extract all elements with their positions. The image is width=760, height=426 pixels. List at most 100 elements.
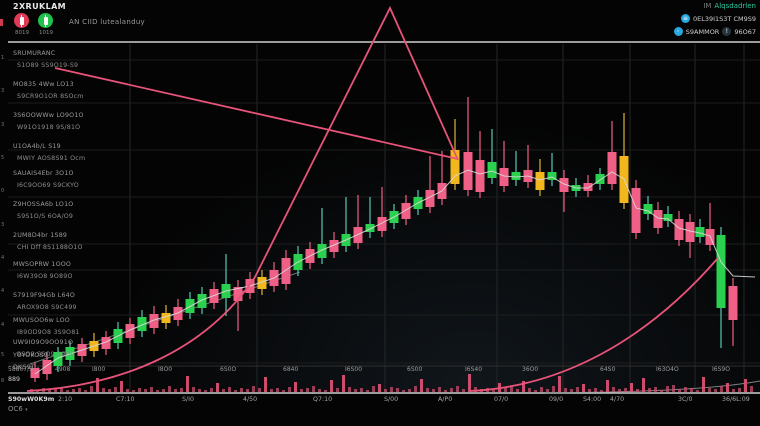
legend-row-2[interactable]: ◦ S9AMMOR ! 96O67 xyxy=(673,27,756,36)
candle-body xyxy=(197,294,207,308)
volume-bar xyxy=(582,384,585,392)
right-parabolic-curve xyxy=(469,257,719,392)
buy-indicator-button[interactable] xyxy=(38,13,53,28)
candle-body xyxy=(487,162,497,178)
volume-bar xyxy=(354,389,357,392)
candle-body xyxy=(137,317,147,331)
volume-bar xyxy=(234,390,237,392)
volume-bar xyxy=(426,388,429,392)
volume-bar xyxy=(636,389,639,392)
volume-bar xyxy=(510,386,513,392)
volume-bar xyxy=(192,387,195,392)
volume-bar xyxy=(318,389,321,392)
candle-body xyxy=(607,152,617,184)
volume-bar xyxy=(102,388,105,392)
timeframe-label: Alqsdadrlen xyxy=(714,2,756,10)
candle-body xyxy=(281,258,291,284)
candle-body xyxy=(674,219,684,240)
timeframe-selector[interactable]: IM Alqsdadrlen xyxy=(703,2,756,10)
candle-body xyxy=(125,324,135,338)
volume-bar xyxy=(414,386,417,392)
volume-bar xyxy=(624,388,627,392)
volume-bar xyxy=(600,390,603,392)
candle-body xyxy=(317,244,327,258)
candle-body xyxy=(42,360,52,374)
volume-bar xyxy=(300,389,303,392)
volume-bar xyxy=(120,381,123,392)
ma-line xyxy=(34,169,756,375)
volume-bar xyxy=(240,388,243,392)
volume-bar xyxy=(672,385,675,392)
volume-bar xyxy=(450,388,453,392)
volume-bar xyxy=(750,386,753,392)
time-axis-label: S90wW0K9m xyxy=(8,396,55,403)
candle-body xyxy=(475,160,485,192)
interval-dropdown[interactable]: OC6 ▾ xyxy=(8,405,28,413)
volume-bar xyxy=(174,389,177,392)
time-axis-label: 36/6L:09 xyxy=(722,396,750,403)
candle-body xyxy=(631,188,641,233)
candle-body xyxy=(233,287,243,301)
volume-bar xyxy=(546,389,549,392)
volume-bar xyxy=(420,379,423,392)
volume-bar xyxy=(78,388,81,392)
volume-bar xyxy=(696,390,699,392)
volume-bar xyxy=(432,389,435,392)
volume-bar xyxy=(654,387,657,392)
volume-bar xyxy=(564,388,567,392)
candle-body xyxy=(257,277,267,289)
volume-bar xyxy=(228,387,231,392)
volume-bar xyxy=(276,388,279,392)
volume-bar xyxy=(282,390,285,392)
volume-bar xyxy=(702,377,705,392)
volume-bar xyxy=(708,388,711,392)
volume-bar xyxy=(522,381,525,392)
volume-bar xyxy=(642,378,645,392)
volume-bar xyxy=(378,384,381,392)
volume-bar xyxy=(738,388,741,392)
legend-text: S9AMMOR xyxy=(685,27,720,36)
candle-body xyxy=(728,286,738,320)
volume-bar xyxy=(726,383,729,392)
volume-bar xyxy=(570,389,573,392)
time-axis-label: C7:10 xyxy=(116,396,135,403)
candle-body xyxy=(101,337,111,349)
candle-body xyxy=(643,204,653,214)
candle-body xyxy=(329,240,339,252)
candle-body xyxy=(716,235,726,308)
volume-bar xyxy=(72,389,75,392)
candle-body xyxy=(511,172,521,180)
candle-body xyxy=(30,368,40,378)
candle-body xyxy=(450,150,460,184)
volume-bar xyxy=(66,390,69,392)
volume-bar xyxy=(618,389,621,392)
time-axis-label: 4/50 xyxy=(243,396,258,403)
volume-bar xyxy=(330,380,333,392)
volume-bar xyxy=(504,388,507,392)
volume-bar xyxy=(180,388,183,392)
legend-text: 0EL39I1S3T CM9S9 xyxy=(692,14,756,23)
volume-bar xyxy=(606,380,609,392)
volume-bar xyxy=(396,388,399,392)
legend-row-1[interactable]: ≡ 0EL39I1S3T CM9S9 xyxy=(680,14,756,23)
volume-bar xyxy=(288,387,291,392)
volume-bar xyxy=(552,386,555,392)
volume-bar xyxy=(534,390,537,392)
time-axis-label: 09/0 xyxy=(549,396,564,403)
wedge-trendline xyxy=(54,67,459,160)
volume-bar xyxy=(684,387,687,392)
volume-bar xyxy=(84,390,87,392)
volume-bar xyxy=(744,379,747,392)
volume-bar xyxy=(558,376,561,392)
volume-bar xyxy=(324,390,327,392)
volume-bar xyxy=(132,390,135,392)
sell-indicator-button[interactable] xyxy=(14,13,29,28)
volume-bar xyxy=(372,386,375,392)
candle-body xyxy=(595,174,605,184)
volume-bar xyxy=(108,389,111,392)
volume-bar xyxy=(336,388,339,392)
volume-bar xyxy=(732,389,735,392)
volume-bar xyxy=(210,388,213,392)
volume-bar xyxy=(294,382,297,392)
